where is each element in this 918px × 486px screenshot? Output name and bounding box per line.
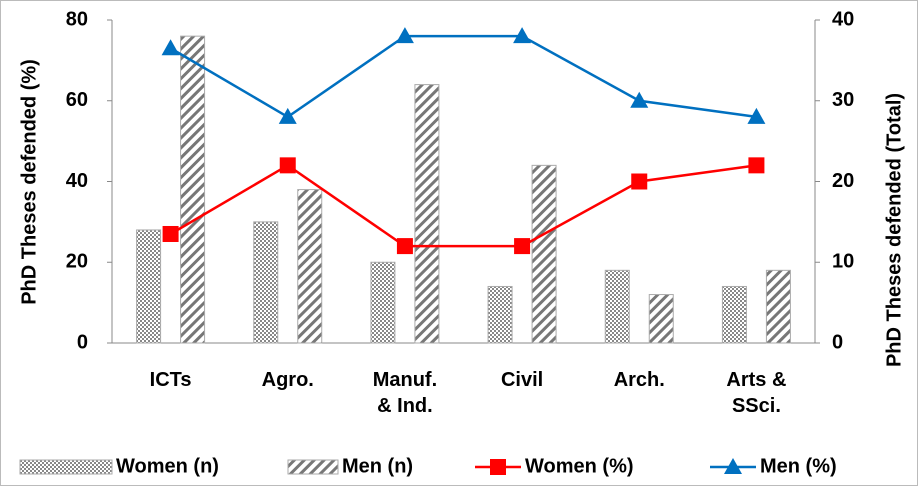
y-tick-label: 60 bbox=[66, 89, 88, 111]
marker bbox=[747, 107, 766, 124]
x-tick-label: ICTs bbox=[150, 369, 192, 391]
y2-tick-label: 10 bbox=[832, 251, 854, 273]
legend-label: Men (n) bbox=[342, 455, 413, 477]
y2-tick-label: 30 bbox=[832, 89, 854, 111]
bar bbox=[414, 84, 440, 344]
legend-swatch bbox=[19, 459, 113, 475]
bar bbox=[487, 285, 513, 344]
y2-axis-label: PhD Theses defended (Total) bbox=[883, 93, 905, 367]
bar bbox=[721, 285, 747, 344]
marker bbox=[748, 157, 765, 174]
line bbox=[169, 163, 757, 248]
x-tick-label: Arts & SSci. bbox=[726, 369, 786, 417]
marker bbox=[513, 27, 532, 44]
marker bbox=[279, 157, 296, 174]
y2-tick-label: 0 bbox=[832, 331, 843, 353]
marker bbox=[630, 91, 649, 108]
marker bbox=[278, 107, 297, 124]
bar bbox=[297, 189, 323, 344]
legend-label: Women (n) bbox=[116, 455, 219, 477]
x-tick-label: Arch. bbox=[614, 369, 665, 391]
y-tick-label: 0 bbox=[77, 331, 88, 353]
y2-tick-label: 40 bbox=[832, 8, 854, 30]
x-tick-label: Civil bbox=[501, 369, 543, 391]
legend-label: Men (%) bbox=[760, 455, 837, 477]
legend-label: Women (%) bbox=[525, 455, 634, 477]
bar bbox=[531, 164, 557, 344]
y2-tick-label: 20 bbox=[832, 170, 854, 192]
bar bbox=[604, 269, 630, 344]
marker bbox=[161, 39, 180, 56]
bar bbox=[136, 229, 162, 344]
bar bbox=[765, 269, 791, 344]
bar bbox=[370, 261, 396, 344]
bar bbox=[648, 294, 674, 344]
x-tick-label: Agro. bbox=[262, 369, 314, 391]
x-tick-label: Manuf. & Ind. bbox=[373, 369, 437, 417]
marker bbox=[631, 173, 648, 190]
bar bbox=[253, 221, 279, 344]
marker bbox=[395, 27, 414, 44]
line bbox=[169, 34, 757, 119]
y-tick-label: 80 bbox=[66, 8, 88, 30]
y-tick-label: 40 bbox=[66, 170, 88, 192]
marker bbox=[396, 238, 413, 255]
y-axis-label: PhD Theses defended (%) bbox=[18, 59, 40, 305]
y-tick-label: 20 bbox=[66, 251, 88, 273]
legend-marker bbox=[490, 459, 506, 475]
marker bbox=[162, 225, 179, 242]
bar bbox=[180, 35, 206, 344]
legend-marker bbox=[724, 458, 742, 474]
legend-swatch bbox=[287, 459, 339, 475]
marker bbox=[514, 238, 531, 255]
